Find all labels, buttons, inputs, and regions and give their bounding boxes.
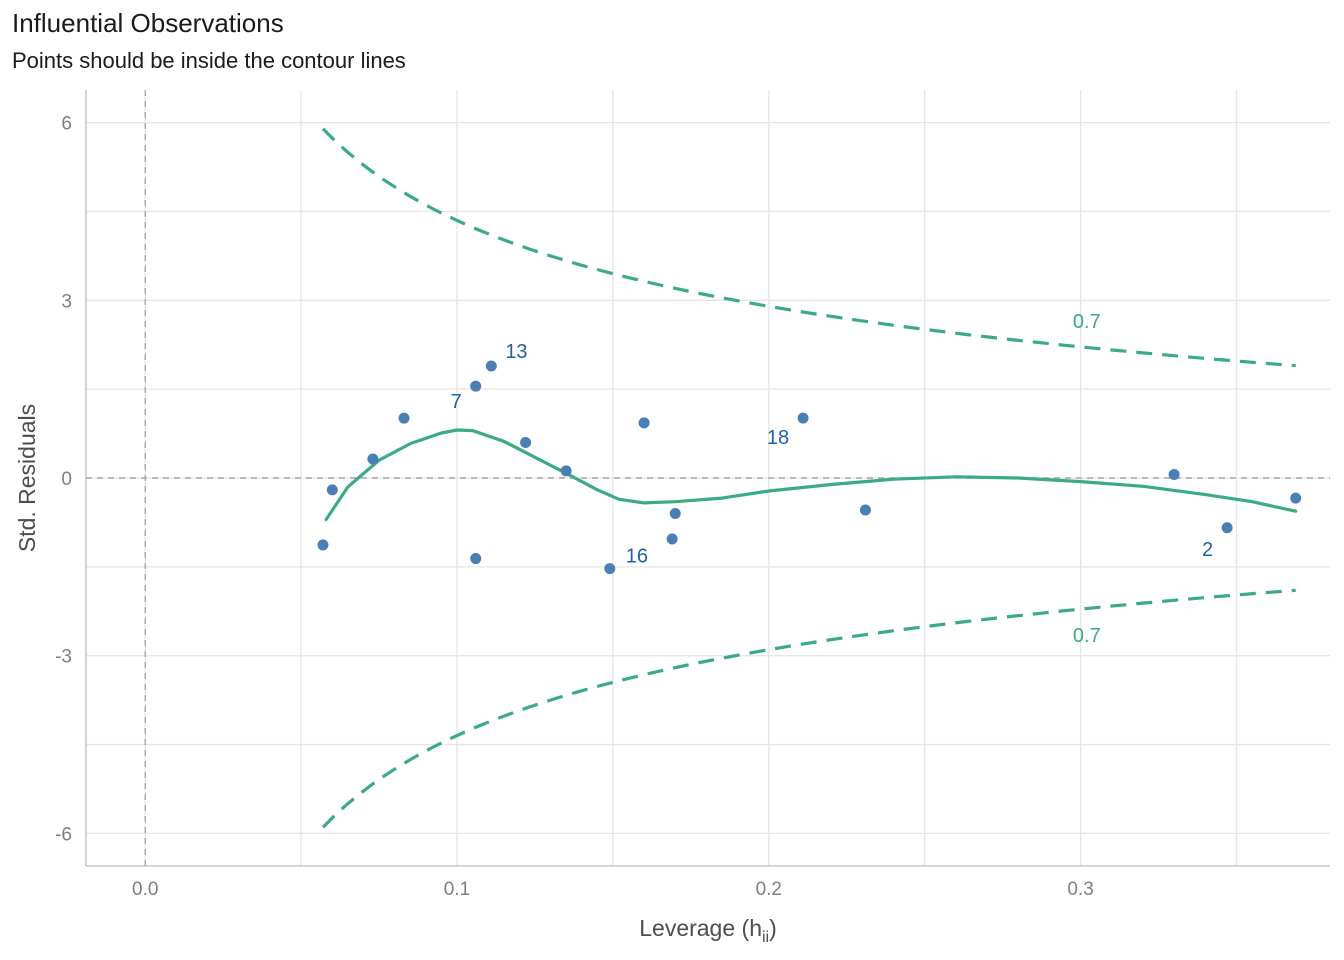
data-point — [859, 504, 871, 516]
y-tick-label: -3 — [55, 647, 72, 668]
data-point — [560, 465, 572, 477]
data-point — [1168, 468, 1180, 480]
data-point — [669, 508, 681, 520]
chart-subtitle: Points should be inside the contour line… — [12, 48, 406, 73]
data-point — [485, 360, 497, 372]
data-point — [398, 412, 410, 424]
contour-upper — [321, 127, 1296, 368]
labels-layer: 7 13 16 18 2 — [451, 341, 1214, 568]
data-point — [1221, 522, 1233, 534]
y-tick-label: 6 — [61, 114, 72, 135]
point-label: 16 — [626, 546, 648, 568]
cook-contours: 0.7 0.7 — [321, 127, 1296, 829]
reference-lines — [86, 90, 1330, 866]
data-point — [317, 539, 329, 551]
contour-label: 0.7 — [1073, 311, 1101, 333]
y-tick-label: -6 — [55, 824, 72, 845]
chart-title: Influential Observations — [12, 8, 284, 38]
points-layer — [317, 360, 1302, 575]
loess-layer — [324, 428, 1298, 522]
point-label: 7 — [451, 391, 462, 413]
point-label: 13 — [505, 341, 527, 363]
point-label: 2 — [1202, 539, 1213, 561]
data-point — [638, 417, 650, 429]
loess-curve — [324, 428, 1298, 522]
data-point — [470, 553, 482, 565]
x-tick-label: 0.1 — [444, 879, 470, 900]
y-tick-label: 0 — [61, 469, 72, 490]
contour-label: 0.7 — [1073, 625, 1101, 647]
x-axis-label: Leverage (hii) — [639, 915, 777, 946]
data-point — [666, 533, 678, 545]
x-tick-label: 0.3 — [1067, 879, 1093, 900]
data-point — [470, 380, 482, 392]
contour-lower — [321, 588, 1296, 829]
x-tick-label: 0.2 — [756, 879, 782, 900]
x-tick-label: 0.0 — [132, 879, 158, 900]
data-point — [1290, 492, 1302, 504]
y-axis-label: Std. Residuals — [14, 404, 40, 552]
data-point — [797, 412, 809, 424]
y-tick-label: 3 — [61, 291, 72, 312]
data-point — [604, 563, 616, 575]
data-point — [326, 484, 338, 496]
data-point — [520, 436, 532, 448]
data-point — [367, 453, 379, 465]
axes: 0.0 0.1 0.2 0.3 -6 -3 0 3 6 — [55, 90, 1330, 900]
point-label: 18 — [767, 427, 789, 449]
